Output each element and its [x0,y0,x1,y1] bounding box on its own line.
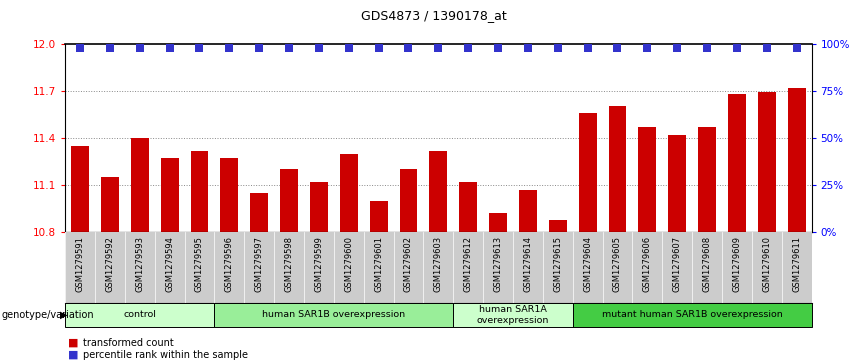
Text: GSM1279594: GSM1279594 [165,236,174,292]
Bar [787,87,806,232]
Text: ■: ■ [68,350,78,360]
Bar [280,170,298,232]
Text: GSM1279615: GSM1279615 [553,236,562,292]
Text: control: control [123,310,156,319]
Bar [638,127,656,232]
Bar [131,138,148,232]
Text: ▶: ▶ [60,310,67,320]
Text: mutant human SAR1B overexpression: mutant human SAR1B overexpression [602,310,783,319]
Point [162,45,176,51]
Point [700,45,714,51]
Text: GSM1279605: GSM1279605 [613,236,622,292]
Text: GSM1279612: GSM1279612 [464,236,473,292]
Text: GSM1279599: GSM1279599 [314,236,324,292]
Bar [489,213,507,232]
Bar [214,303,453,327]
Point [342,45,356,51]
Point [402,45,416,51]
Point [73,45,87,51]
Point [670,45,684,51]
Text: human SAR1B overexpression: human SAR1B overexpression [262,310,405,319]
Bar [220,158,239,232]
Point [461,45,475,51]
Text: GSM1279607: GSM1279607 [673,236,681,292]
Bar [459,182,477,232]
Text: GSM1279591: GSM1279591 [76,236,84,292]
Bar [758,92,776,232]
Bar [549,220,567,232]
Point [730,45,744,51]
Bar [608,106,627,232]
Point [222,45,236,51]
Point [282,45,296,51]
Text: genotype/variation: genotype/variation [2,310,95,320]
Bar [101,177,119,232]
Text: transformed count: transformed count [83,338,174,348]
Bar [399,170,418,232]
Point [521,45,535,51]
Bar [573,303,812,327]
Point [610,45,624,51]
Text: GSM1279606: GSM1279606 [643,236,652,292]
Text: ■: ■ [68,338,78,348]
Bar [430,151,447,232]
Point [103,45,117,51]
Point [431,45,445,51]
Point [551,45,565,51]
Text: GSM1279595: GSM1279595 [195,236,204,292]
Text: GSM1279600: GSM1279600 [345,236,353,292]
Text: GSM1279592: GSM1279592 [105,236,115,292]
Text: GSM1279614: GSM1279614 [523,236,532,292]
Text: GSM1279609: GSM1279609 [733,236,741,292]
Point [372,45,385,51]
Bar [579,113,596,232]
Bar [668,135,687,232]
Text: GSM1279598: GSM1279598 [285,236,293,292]
Text: GSM1279603: GSM1279603 [434,236,443,292]
Text: GSM1279597: GSM1279597 [254,236,264,292]
Point [193,45,207,51]
Point [760,45,773,51]
Text: GDS4873 / 1390178_at: GDS4873 / 1390178_at [361,9,507,22]
Point [312,45,326,51]
Text: GSM1279608: GSM1279608 [702,236,712,292]
Bar [161,158,179,232]
Bar [250,193,268,232]
Text: GSM1279602: GSM1279602 [404,236,413,292]
Bar [370,201,388,232]
Bar [310,182,328,232]
Bar [698,127,716,232]
Point [491,45,505,51]
Text: human SAR1A
overexpression: human SAR1A overexpression [477,305,549,325]
Bar [71,146,89,232]
Bar [519,190,537,232]
Text: GSM1279601: GSM1279601 [374,236,383,292]
Text: percentile rank within the sample: percentile rank within the sample [83,350,248,360]
Text: GSM1279593: GSM1279593 [135,236,144,292]
Point [253,45,266,51]
Point [133,45,147,51]
Point [641,45,654,51]
Point [790,45,804,51]
Text: GSM1279610: GSM1279610 [762,236,772,292]
Point [581,45,595,51]
Text: GSM1279613: GSM1279613 [494,236,503,292]
Bar [190,151,208,232]
Bar [339,154,358,232]
Text: GSM1279604: GSM1279604 [583,236,592,292]
Bar [728,94,746,232]
Text: GSM1279596: GSM1279596 [225,236,233,292]
Bar [65,303,214,327]
Text: GSM1279611: GSM1279611 [792,236,801,292]
Bar [453,303,573,327]
